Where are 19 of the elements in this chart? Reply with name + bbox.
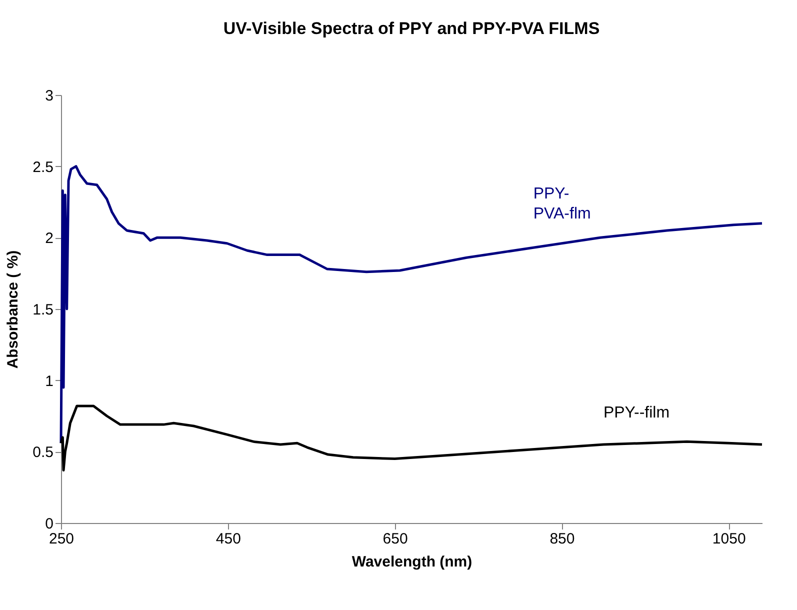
y-axis-title: Absorbance ( %) <box>4 250 22 369</box>
y-tick-label: 2.5 <box>32 158 54 176</box>
series-label: PPY--film <box>603 404 670 422</box>
y-tick-label: 0 <box>45 516 54 532</box>
line-series <box>60 165 764 444</box>
line-series <box>60 404 764 472</box>
series-label: PPY-PVA-flm <box>533 186 591 223</box>
x-tick-label: 650 <box>382 530 408 548</box>
y-tick-label: 3 <box>45 88 54 104</box>
y-tick-label: 1.5 <box>32 302 54 318</box>
x-tick-label: 850 <box>550 530 575 548</box>
x-axis-title: Wavelength (nm) <box>352 554 472 570</box>
y-tick-label: 2 <box>45 230 54 248</box>
y-tick-label: 0.5 <box>32 444 54 462</box>
x-tick-label: 1050 <box>712 530 746 548</box>
chart-title: UV-Visible Spectra of PPY and PPY-PVA FILMS <box>223 19 600 38</box>
y-tick-label: 1 <box>45 372 54 390</box>
x-tick-label: 250 <box>48 530 74 548</box>
x-tick-label: 450 <box>216 530 241 548</box>
